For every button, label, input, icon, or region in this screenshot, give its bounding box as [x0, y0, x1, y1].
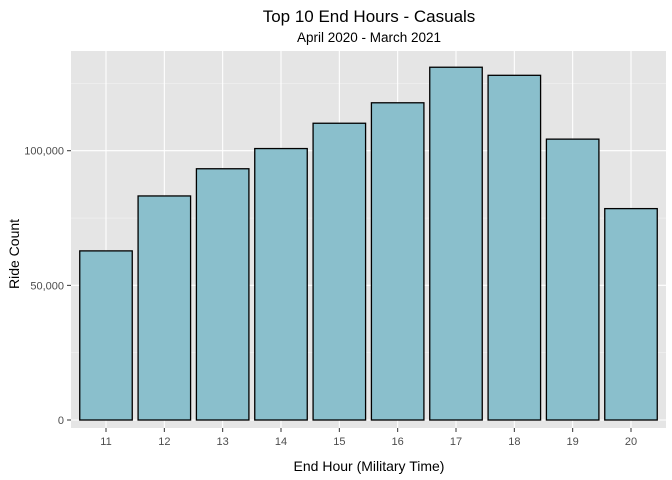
x-axis-title: End Hour (Military Time) [294, 458, 445, 474]
y-tick-label: 100,000 [24, 146, 64, 158]
bar-19 [545, 138, 600, 421]
x-tick-label: 11 [100, 436, 111, 448]
bar-14 [254, 147, 308, 421]
axis-layer: 0 50,000 100,000 11 12 13 14 15 16 17 18 19 20 [24, 146, 637, 448]
bar-11 [79, 250, 133, 421]
x-tick-label: 14 [275, 436, 287, 448]
bar-13 [195, 168, 250, 421]
chart-subtitle: April 2020 - March 2021 [297, 30, 441, 45]
x-tick-label: 16 [392, 436, 404, 448]
x-tick-label: 15 [333, 436, 345, 448]
bar-layer [79, 66, 658, 421]
x-tick-label: 12 [158, 436, 170, 448]
y-tick-label: 0 [58, 415, 64, 427]
bar-16 [370, 102, 425, 421]
bar-18 [487, 74, 542, 421]
y-axis-title: Ride Count [6, 219, 22, 289]
bar-12 [137, 195, 192, 421]
bar-17 [429, 66, 483, 421]
x-tick-label: 17 [450, 436, 462, 448]
x-tick-label: 18 [508, 436, 520, 448]
x-tick-label: 20 [625, 436, 637, 448]
y-tick-label: 50,000 [30, 280, 64, 292]
bar-20 [604, 207, 658, 421]
x-tick-label: 13 [217, 436, 229, 448]
chart-title: Top 10 End Hours - Casuals [263, 7, 476, 26]
bar-15 [312, 122, 367, 421]
x-tick-label: 19 [567, 436, 579, 448]
